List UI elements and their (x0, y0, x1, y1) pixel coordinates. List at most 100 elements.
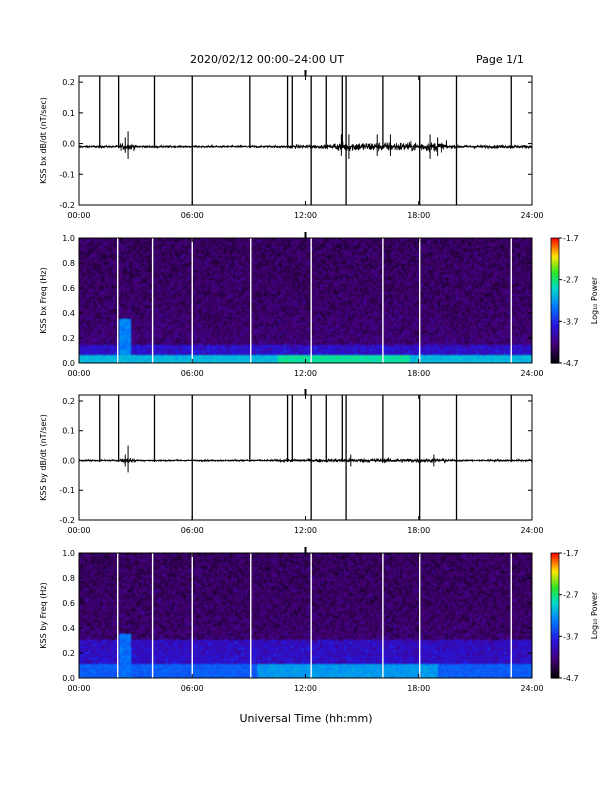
y-tick-label: 1.0 (62, 549, 75, 558)
colorbar-swatch (551, 271, 559, 275)
x-tick-label: 00:00 (67, 526, 90, 535)
by-timeseries-frame (78, 394, 533, 521)
x-tick-label: 00:00 (67, 684, 90, 693)
x-tick-label: 06:00 (181, 526, 204, 535)
colorbar-swatch (551, 258, 559, 262)
colorbar-swatch (551, 246, 559, 250)
colorbar-swatch (551, 288, 559, 291)
colorbar-swatch (551, 325, 559, 329)
y-tick-label: -0.1 (59, 170, 75, 179)
y-tick-label: 0.8 (62, 574, 75, 583)
by-spectrogram-image (79, 553, 532, 678)
colorbar-swatch (551, 621, 559, 625)
colorbar-swatch (551, 296, 559, 300)
colorbar-swatch (551, 594, 559, 598)
x-tick-label: 12:00 (294, 369, 317, 378)
x-tick-label: 24:00 (520, 211, 543, 220)
colorbar-swatch (551, 644, 559, 648)
colorbar-tick-label: -2.7 (563, 276, 579, 285)
bx-timeseries-y-axis-label: KSS bx dB/dt (nT/sec) (39, 97, 48, 184)
colorbar-swatch (551, 306, 559, 310)
colorbar-swatch (551, 360, 559, 364)
y-tick-label: -0.1 (59, 486, 75, 495)
colorbar-swatch (551, 323, 559, 327)
colorbar-swatch (551, 596, 559, 600)
x-tick-label: 00:00 (67, 369, 90, 378)
colorbar-swatch (551, 348, 559, 352)
colorbar-tick-label: -1.7 (563, 549, 579, 558)
colorbar-swatch (551, 283, 559, 287)
colorbar-swatch (551, 592, 559, 596)
x-tick-label: 24:00 (520, 369, 543, 378)
colorbar-swatch (551, 354, 559, 358)
colorbar-swatch (551, 653, 559, 656)
colorbar-label: Log₁₀ Power (590, 276, 599, 324)
colorbar-swatch (551, 342, 559, 345)
colorbar-swatch (551, 269, 559, 272)
colorbar-swatch (551, 277, 559, 281)
bx-spectrogram-y-axis-label: KSS bx Freq (Hz) (39, 267, 48, 333)
colorbar-swatch (551, 563, 559, 567)
x-tick-label: 18:00 (407, 369, 430, 378)
x-tick-label: 24:00 (520, 526, 543, 535)
x-tick-label: 06:00 (181, 369, 204, 378)
colorbar-label: Log₁₀ Power (590, 591, 599, 639)
colorbar-swatch (551, 313, 559, 316)
x-tick-label: 18:00 (407, 526, 430, 535)
colorbar-swatch (551, 665, 559, 669)
plot-title: 2020/02/12 00:00–24:00 UT (190, 53, 345, 66)
colorbar-swatch (551, 588, 559, 592)
colorbar-swatch (551, 613, 559, 617)
colorbar-swatch (551, 338, 559, 341)
colorbar-swatch (551, 273, 559, 277)
colorbar-swatch (551, 659, 559, 662)
colorbar-swatch (551, 582, 559, 585)
colorbar-swatch (551, 580, 559, 583)
colorbar-swatch (551, 329, 559, 333)
x-tick-label: 12:00 (294, 211, 317, 220)
colorbar-swatch (551, 290, 559, 293)
colorbar-swatch (551, 333, 559, 337)
bx-spectrogram-panel: 00:00 06:00 12:00 18:00 24:00 1.0 0.8 0.6 0.4 0.2… (39, 232, 599, 378)
colorbar-swatch (551, 254, 559, 258)
x-tick-label: 00:00 (67, 211, 90, 220)
y-tick-label: 1.0 (62, 234, 75, 243)
colorbar-swatch (551, 281, 559, 285)
colorbar-swatch (551, 632, 559, 635)
colorbar-swatch (551, 642, 559, 646)
bx-timeseries-frame (78, 75, 533, 206)
y-tick-label: 0.4 (62, 309, 75, 318)
y-tick-label: 0.4 (62, 624, 75, 633)
colorbar-swatch (551, 661, 559, 665)
colorbar-tick-label: -4.7 (563, 359, 579, 368)
colorbar-swatch (551, 344, 559, 347)
colorbar-swatch (551, 611, 559, 615)
colorbar-swatch (551, 675, 559, 679)
colorbar-swatch (551, 630, 559, 633)
colorbar-swatch (551, 327, 559, 331)
colorbar-swatch (551, 619, 559, 623)
colorbar-swatch (551, 559, 559, 562)
colorbar-swatch (551, 555, 559, 558)
x-tick-label: 12:00 (294, 684, 317, 693)
colorbar-swatch (551, 321, 559, 325)
colorbar-swatch (551, 625, 559, 629)
colorbar-swatch (551, 578, 559, 581)
by-spectrogram-panel: 00:00 06:00 12:00 18:00 24:00 1.0 0.8 0.6 0.4 0.2… (39, 547, 599, 693)
colorbar-swatch (551, 285, 559, 289)
colorbar-swatch (551, 244, 559, 247)
colorbar-tick-label: -2.7 (563, 591, 579, 600)
colorbar-swatch (551, 279, 559, 283)
colorbar-swatch (551, 304, 559, 308)
colorbar-swatch (551, 352, 559, 356)
colorbar-swatch (551, 598, 559, 602)
bx-spectrogram-image (79, 238, 532, 363)
colorbar-swatch (551, 331, 559, 335)
colorbar-swatch (551, 553, 559, 556)
colorbar-swatch (551, 557, 559, 560)
colorbar-swatch (551, 617, 559, 621)
colorbar-frame (550, 552, 560, 679)
colorbar-frame (550, 237, 560, 364)
y-tick-label: 0.0 (62, 674, 75, 683)
colorbar-swatch (551, 590, 559, 594)
